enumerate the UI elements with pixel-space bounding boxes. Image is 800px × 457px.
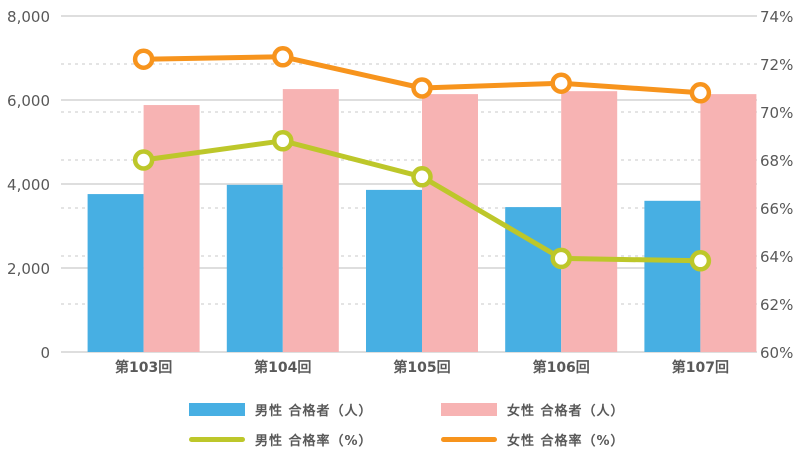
line-marker [272, 130, 294, 152]
right-axis-ticks: 60% 62% 64% 66% 68% 70% 72% 74% [760, 8, 793, 362]
right-axis-tick-label: 66% [760, 200, 793, 218]
left-axis-tick-label: 8,000 [7, 8, 50, 26]
bar-male [644, 200, 701, 352]
line-marker [550, 72, 572, 94]
x-axis-category-label: 第103回 [115, 359, 172, 376]
right-axis-tick-label: 70% [760, 104, 793, 122]
bar-male [366, 189, 422, 352]
line-series [132, 46, 712, 272]
bar-female [282, 89, 339, 352]
bar-female [143, 105, 200, 352]
left-axis-tick-label: 0 [40, 344, 50, 362]
line-marker [411, 77, 433, 99]
line-marker [689, 250, 712, 272]
line-marker [132, 149, 155, 171]
right-axis-tick-label: 64% [760, 248, 793, 266]
line-marker [272, 46, 294, 68]
right-axis-tick-label: 60% [760, 344, 793, 362]
x-axis-category-label: 第105回 [393, 359, 450, 376]
left-axis-tick-label: 6,000 [7, 92, 50, 110]
left-axis-tick-label: 2,000 [7, 260, 50, 278]
bar-female [422, 94, 478, 353]
bar-series [87, 89, 757, 353]
right-axis-tick-label: 74% [760, 8, 793, 26]
bar-female [561, 91, 618, 353]
x-axis-category-label: 第107回 [672, 359, 729, 376]
right-axis-tick-label: 68% [760, 152, 793, 170]
line-marker [550, 247, 572, 270]
line-marker [689, 82, 712, 104]
x-axis-ticks: 第103回 第104回 第105回 第106回 第107回 [115, 359, 729, 376]
bar-male [87, 194, 144, 352]
left-axis-ticks: 0 2,000 4,000 6,000 8,000 [7, 8, 50, 362]
bar-male [226, 184, 283, 352]
left-axis-tick-label: 4,000 [7, 176, 50, 194]
x-axis-category-label: 第104回 [254, 359, 311, 376]
x-axis-category-label: 第106回 [533, 359, 590, 376]
line-marker [132, 48, 155, 70]
right-axis-tick-label: 72% [760, 56, 793, 74]
right-axis-tick-label: 62% [760, 296, 793, 314]
line-marker [411, 166, 433, 188]
bar-female [700, 94, 757, 353]
